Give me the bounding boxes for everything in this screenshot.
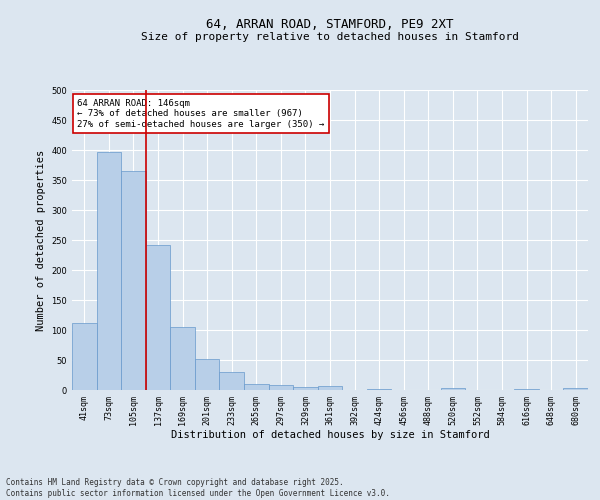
Bar <box>318 386 342 390</box>
Bar <box>72 323 97 390</box>
Bar <box>146 245 170 390</box>
Bar <box>170 327 195 390</box>
Bar <box>563 388 588 390</box>
Y-axis label: Number of detached properties: Number of detached properties <box>36 150 46 330</box>
Bar <box>293 387 318 390</box>
Bar <box>269 385 293 390</box>
Text: 64 ARRAN ROAD: 146sqm
← 73% of detached houses are smaller (967)
27% of semi-det: 64 ARRAN ROAD: 146sqm ← 73% of detached … <box>77 99 325 129</box>
Text: 64, ARRAN ROAD, STAMFORD, PE9 2XT: 64, ARRAN ROAD, STAMFORD, PE9 2XT <box>206 18 454 30</box>
Bar <box>121 171 146 390</box>
X-axis label: Distribution of detached houses by size in Stamford: Distribution of detached houses by size … <box>170 430 490 440</box>
Bar <box>220 372 244 390</box>
Text: Contains HM Land Registry data © Crown copyright and database right 2025.
Contai: Contains HM Land Registry data © Crown c… <box>6 478 390 498</box>
Bar <box>440 388 465 390</box>
Text: Size of property relative to detached houses in Stamford: Size of property relative to detached ho… <box>141 32 519 42</box>
Bar <box>244 384 269 390</box>
Bar <box>195 360 220 390</box>
Bar <box>97 152 121 390</box>
